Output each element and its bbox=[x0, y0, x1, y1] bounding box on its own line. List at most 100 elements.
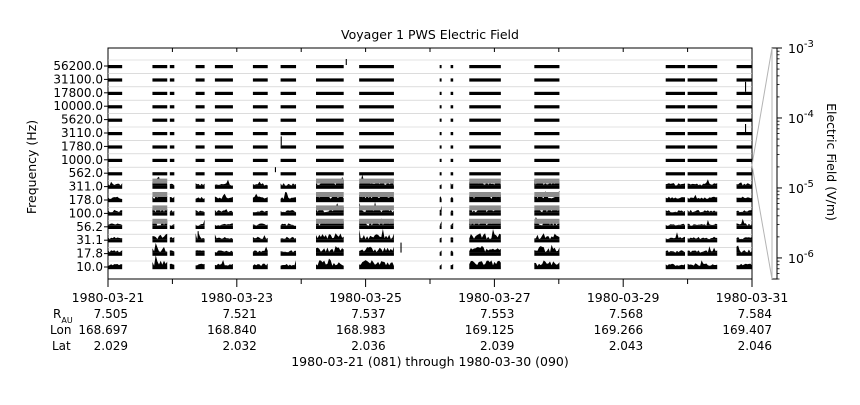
coverage-strip bbox=[469, 158, 501, 162]
coverage-strip bbox=[316, 91, 344, 95]
activity-trace bbox=[169, 250, 175, 253]
activity-trace bbox=[252, 210, 268, 213]
activity-trace bbox=[736, 218, 752, 226]
activity-trace bbox=[169, 263, 175, 266]
coverage-strip bbox=[214, 145, 233, 149]
coverage-strip bbox=[450, 158, 454, 162]
enhanced-band bbox=[359, 192, 394, 197]
y-axis-label: Frequency (Hz) bbox=[24, 120, 39, 214]
coverage-strip bbox=[252, 172, 268, 176]
y-tick-label: 17.8 bbox=[76, 247, 103, 261]
coverage-strip bbox=[736, 65, 752, 69]
coverage-strip bbox=[152, 212, 168, 216]
coverage-strip bbox=[108, 199, 123, 203]
coverage-strip bbox=[359, 172, 394, 176]
coverage-strip bbox=[736, 239, 752, 243]
coverage-strip bbox=[195, 145, 205, 149]
activity-trace bbox=[169, 183, 175, 186]
coverage-strip bbox=[469, 118, 501, 122]
coverage-strip bbox=[665, 172, 686, 176]
coverage-strip bbox=[169, 239, 175, 243]
coverage-strip bbox=[469, 105, 501, 109]
coverage-strip bbox=[359, 239, 394, 243]
ephem-lat-value: 2.029 bbox=[94, 339, 128, 353]
coverage-strip bbox=[450, 252, 454, 256]
x-tick-label: 1980-03-29 bbox=[587, 290, 660, 305]
activity-trace bbox=[359, 228, 394, 240]
activity-trace bbox=[736, 182, 752, 186]
activity-trace bbox=[469, 246, 501, 253]
coverage-strip bbox=[152, 91, 168, 95]
activity-trace bbox=[665, 183, 685, 186]
coverage-strip bbox=[108, 105, 123, 109]
activity-trace bbox=[152, 255, 168, 266]
coverage-strip bbox=[214, 118, 233, 122]
coverage-strip bbox=[687, 91, 718, 95]
coverage-strip bbox=[439, 225, 442, 229]
activity-trace bbox=[316, 258, 344, 266]
coverage-strip bbox=[450, 118, 454, 122]
coverage-strip bbox=[152, 172, 168, 176]
coverage-strip bbox=[665, 252, 686, 256]
coverage-strip bbox=[214, 105, 233, 109]
coverage-strip bbox=[469, 91, 501, 95]
coverage-strip bbox=[152, 199, 168, 203]
activity-trace bbox=[252, 246, 268, 253]
coverage-strip bbox=[359, 185, 394, 189]
y-tick-label: 31100.0 bbox=[53, 72, 103, 86]
coverage-strip bbox=[152, 145, 168, 149]
coverage-strip bbox=[214, 212, 233, 216]
activity-trace bbox=[736, 263, 752, 266]
coverage-strip bbox=[195, 239, 205, 243]
coverage-strip bbox=[169, 185, 175, 189]
coverage-strip bbox=[469, 266, 501, 270]
coverage-strip bbox=[252, 132, 268, 136]
activity-trace bbox=[439, 250, 442, 253]
activity-trace bbox=[152, 220, 168, 226]
ephem-lon-value: 168.697 bbox=[78, 323, 128, 337]
coverage-strip bbox=[450, 225, 454, 229]
activity-trace bbox=[108, 264, 123, 266]
coverage-strip bbox=[469, 212, 501, 216]
activity-trace bbox=[108, 250, 123, 253]
activity-trace bbox=[169, 224, 175, 226]
coverage-strip bbox=[316, 105, 344, 109]
activity-trace bbox=[280, 183, 296, 186]
activity-trace bbox=[252, 263, 268, 266]
plot-area bbox=[107, 47, 753, 280]
activity-trace bbox=[469, 260, 501, 266]
coverage-strip bbox=[152, 266, 168, 270]
coverage-strip bbox=[534, 65, 560, 69]
coverage-strip bbox=[214, 199, 233, 203]
coverage-strip bbox=[534, 132, 560, 136]
coverage-strip bbox=[359, 91, 394, 95]
coverage-strip bbox=[280, 65, 297, 69]
coverage-strip bbox=[214, 158, 233, 162]
coverage-strip bbox=[152, 65, 168, 69]
coverage-strip bbox=[687, 118, 718, 122]
x-tick-label: 1980-03-23 bbox=[200, 290, 273, 305]
activity-trace bbox=[108, 236, 123, 240]
coverage-strip bbox=[469, 172, 501, 176]
coverage-strip bbox=[439, 145, 442, 149]
coverage-strip bbox=[195, 91, 205, 95]
coverage-strip bbox=[214, 225, 233, 229]
coverage-strip bbox=[439, 65, 442, 69]
activity-trace bbox=[252, 193, 268, 199]
coverage-strip bbox=[280, 266, 297, 270]
activity-trace bbox=[195, 196, 205, 199]
ephem-label-lat: Lat bbox=[52, 339, 71, 353]
activity-trace bbox=[665, 232, 685, 240]
coverage-strip bbox=[687, 199, 718, 203]
coverage-strip bbox=[665, 78, 686, 82]
coverage-strip bbox=[359, 199, 394, 203]
coverage-strip bbox=[252, 225, 268, 229]
activity-trace bbox=[108, 223, 123, 226]
coverage-strip bbox=[252, 252, 268, 256]
coverage-strip bbox=[280, 145, 297, 149]
coverage-strip bbox=[152, 252, 168, 256]
activity-trace bbox=[439, 205, 442, 213]
coverage-strip bbox=[359, 132, 394, 136]
activity-trace bbox=[280, 260, 296, 266]
activity-trace bbox=[665, 210, 685, 213]
